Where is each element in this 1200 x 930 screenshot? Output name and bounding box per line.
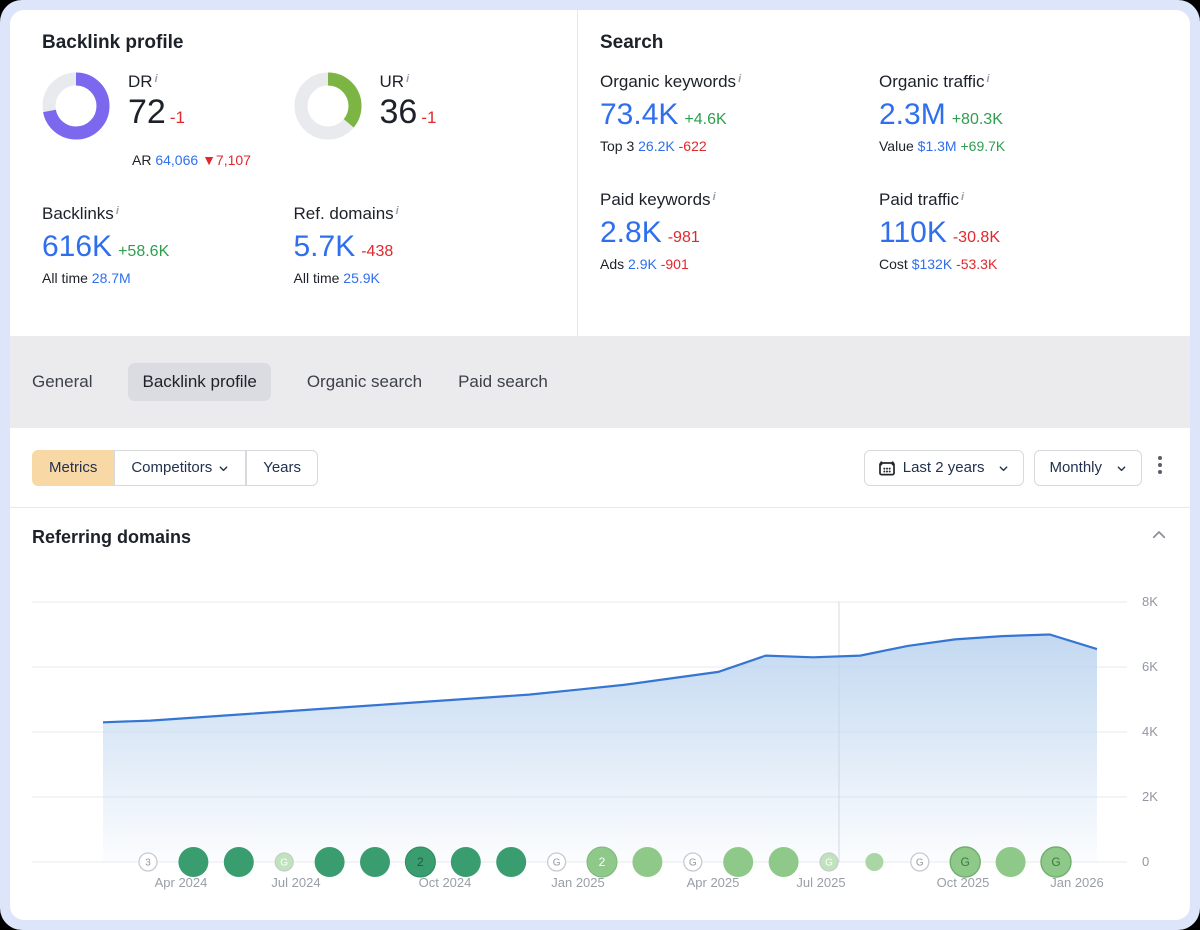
svg-text:2: 2 — [599, 855, 606, 869]
svg-text:Jul 2025: Jul 2025 — [796, 875, 845, 890]
svg-text:Apr 2024: Apr 2024 — [155, 875, 208, 890]
svg-text:Jan 2025: Jan 2025 — [551, 875, 605, 890]
svg-text:2: 2 — [417, 855, 424, 869]
svg-text:3: 3 — [145, 858, 151, 869]
svg-text:G: G — [689, 858, 697, 869]
svg-text:8K: 8K — [1142, 594, 1158, 609]
svg-text:4K: 4K — [1142, 724, 1158, 739]
svg-text:Jul 2024: Jul 2024 — [271, 875, 320, 890]
svg-text:6K: 6K — [1142, 659, 1158, 674]
svg-text:Oct 2024: Oct 2024 — [419, 875, 472, 890]
svg-text:G: G — [280, 858, 288, 869]
svg-text:2K: 2K — [1142, 789, 1158, 804]
svg-text:G: G — [825, 858, 833, 869]
svg-text:G: G — [553, 858, 561, 869]
svg-text:G: G — [961, 855, 970, 869]
svg-text:G: G — [916, 858, 924, 869]
svg-text:Apr 2025: Apr 2025 — [687, 875, 740, 890]
svg-text:G: G — [1051, 855, 1060, 869]
svg-text:0: 0 — [1142, 854, 1149, 869]
